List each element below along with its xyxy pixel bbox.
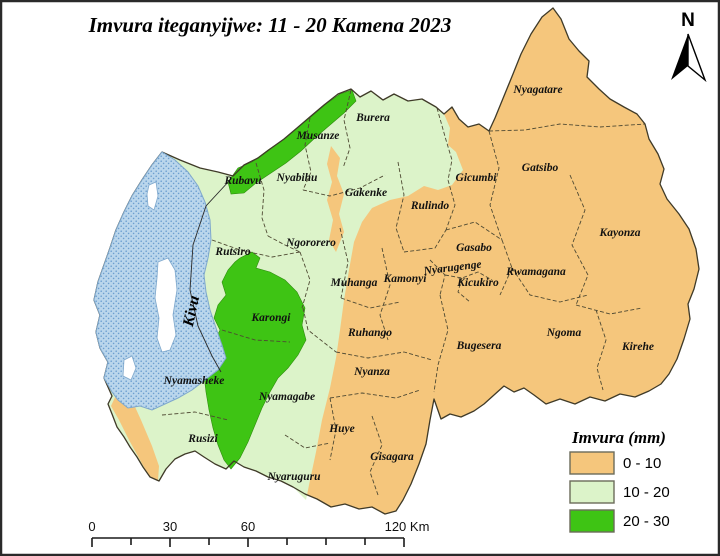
district-label-karongi: Karongi: [251, 312, 292, 324]
district-label-gasabo: Gasabo: [456, 242, 492, 254]
district-label-huye: Huye: [328, 423, 355, 435]
north-label: N: [681, 10, 695, 31]
district-label-nyamasheke: Nyamasheke: [163, 375, 225, 387]
district-label-gatsibo: Gatsibo: [522, 162, 559, 174]
legend-swatch-0-10: [569, 451, 615, 475]
legend-title: Imvura (mm): [571, 428, 666, 447]
zone-20-30-karongi-rusizi: [203, 251, 307, 470]
district-label-gakenke: Gakenke: [345, 187, 387, 199]
district-label-rutsiro: Rutsiro: [214, 246, 250, 258]
district-label-rwamagana: Rwamagana: [505, 266, 566, 278]
district-label-nyanza: Nyanza: [353, 366, 390, 378]
north-arrow: N: [671, 10, 707, 83]
scale-bar-line: [91, 537, 405, 547]
map-title: Imvura iteganyijwe: 11 - 20 Kamena 2023: [88, 13, 452, 37]
district-label-burera: Burera: [355, 112, 390, 124]
legend-label-10-20: 10 - 20: [623, 484, 670, 501]
district-label-nyabihu: Nyabihu: [276, 172, 319, 184]
district-label-muhanga: Muhanga: [330, 277, 378, 289]
district-labels: Nyagatare Gatsibo Gicumbi Burera Musanze Ruba…: [163, 84, 654, 483]
north-arrow-right-half: [687, 33, 707, 83]
district-label-kamonyi: Kamonyi: [383, 273, 428, 285]
district-label-musanze: Musanze: [296, 130, 340, 142]
district-label-nyaruguru: Nyaruguru: [266, 471, 321, 483]
lake-kivu-label: Kivu: [180, 294, 203, 329]
orange-patch-southwest: [111, 393, 159, 481]
country-outline: [93, 7, 700, 515]
scale-label-60: 60: [241, 519, 255, 534]
legend-swatch-20-30: [569, 509, 615, 533]
district-label-rusizi: Rusizi: [187, 433, 218, 445]
district-label-ruhango: Ruhango: [347, 327, 392, 339]
lake-border-line: [189, 179, 231, 373]
district-label-kirehe: Kirehe: [621, 341, 654, 353]
district-label-rubavu: Rubavu: [223, 175, 262, 187]
scale-label-30: 30: [163, 519, 177, 534]
district-label-ngoma: Ngoma: [546, 327, 582, 339]
district-label-gisagara: Gisagara: [370, 451, 414, 463]
district-label-gicumbi: Gicumbi: [456, 172, 498, 184]
legend-label-20-30: 20 - 30: [623, 513, 670, 530]
district-label-kayonza: Kayonza: [599, 227, 641, 239]
district-label-bugesera: Bugesera: [456, 340, 502, 352]
district-label-rulindo: Rulindo: [410, 200, 450, 212]
lake-kivu: Kivu: [93, 151, 231, 411]
district-boundaries: [161, 89, 646, 496]
district-label-nyagatare: Nyagatare: [512, 84, 562, 96]
scale-bar: 0 30 60 120 Km: [88, 519, 429, 547]
lake-island-south: [122, 355, 137, 381]
north-arrow-left-half: [671, 34, 688, 80]
legend-label-0-10: 0 - 10: [623, 455, 661, 472]
scale-label-0: 0: [88, 519, 95, 534]
district-label-nyamagabe: Nyamagabe: [258, 391, 315, 403]
legend: Imvura (mm) 0 - 10 10 - 20 20 - 30: [569, 428, 670, 533]
district-label-ngororero: Ngororero: [285, 237, 336, 249]
district-label-kicukiro: Kicukiro: [456, 277, 499, 289]
scale-label-120km: 120 Km: [385, 519, 430, 534]
legend-swatch-10-20: [569, 480, 615, 504]
lake-island-idjwi: [154, 257, 178, 353]
orange-patch-gakenke: [327, 146, 344, 252]
lake-island-small: [146, 181, 159, 211]
